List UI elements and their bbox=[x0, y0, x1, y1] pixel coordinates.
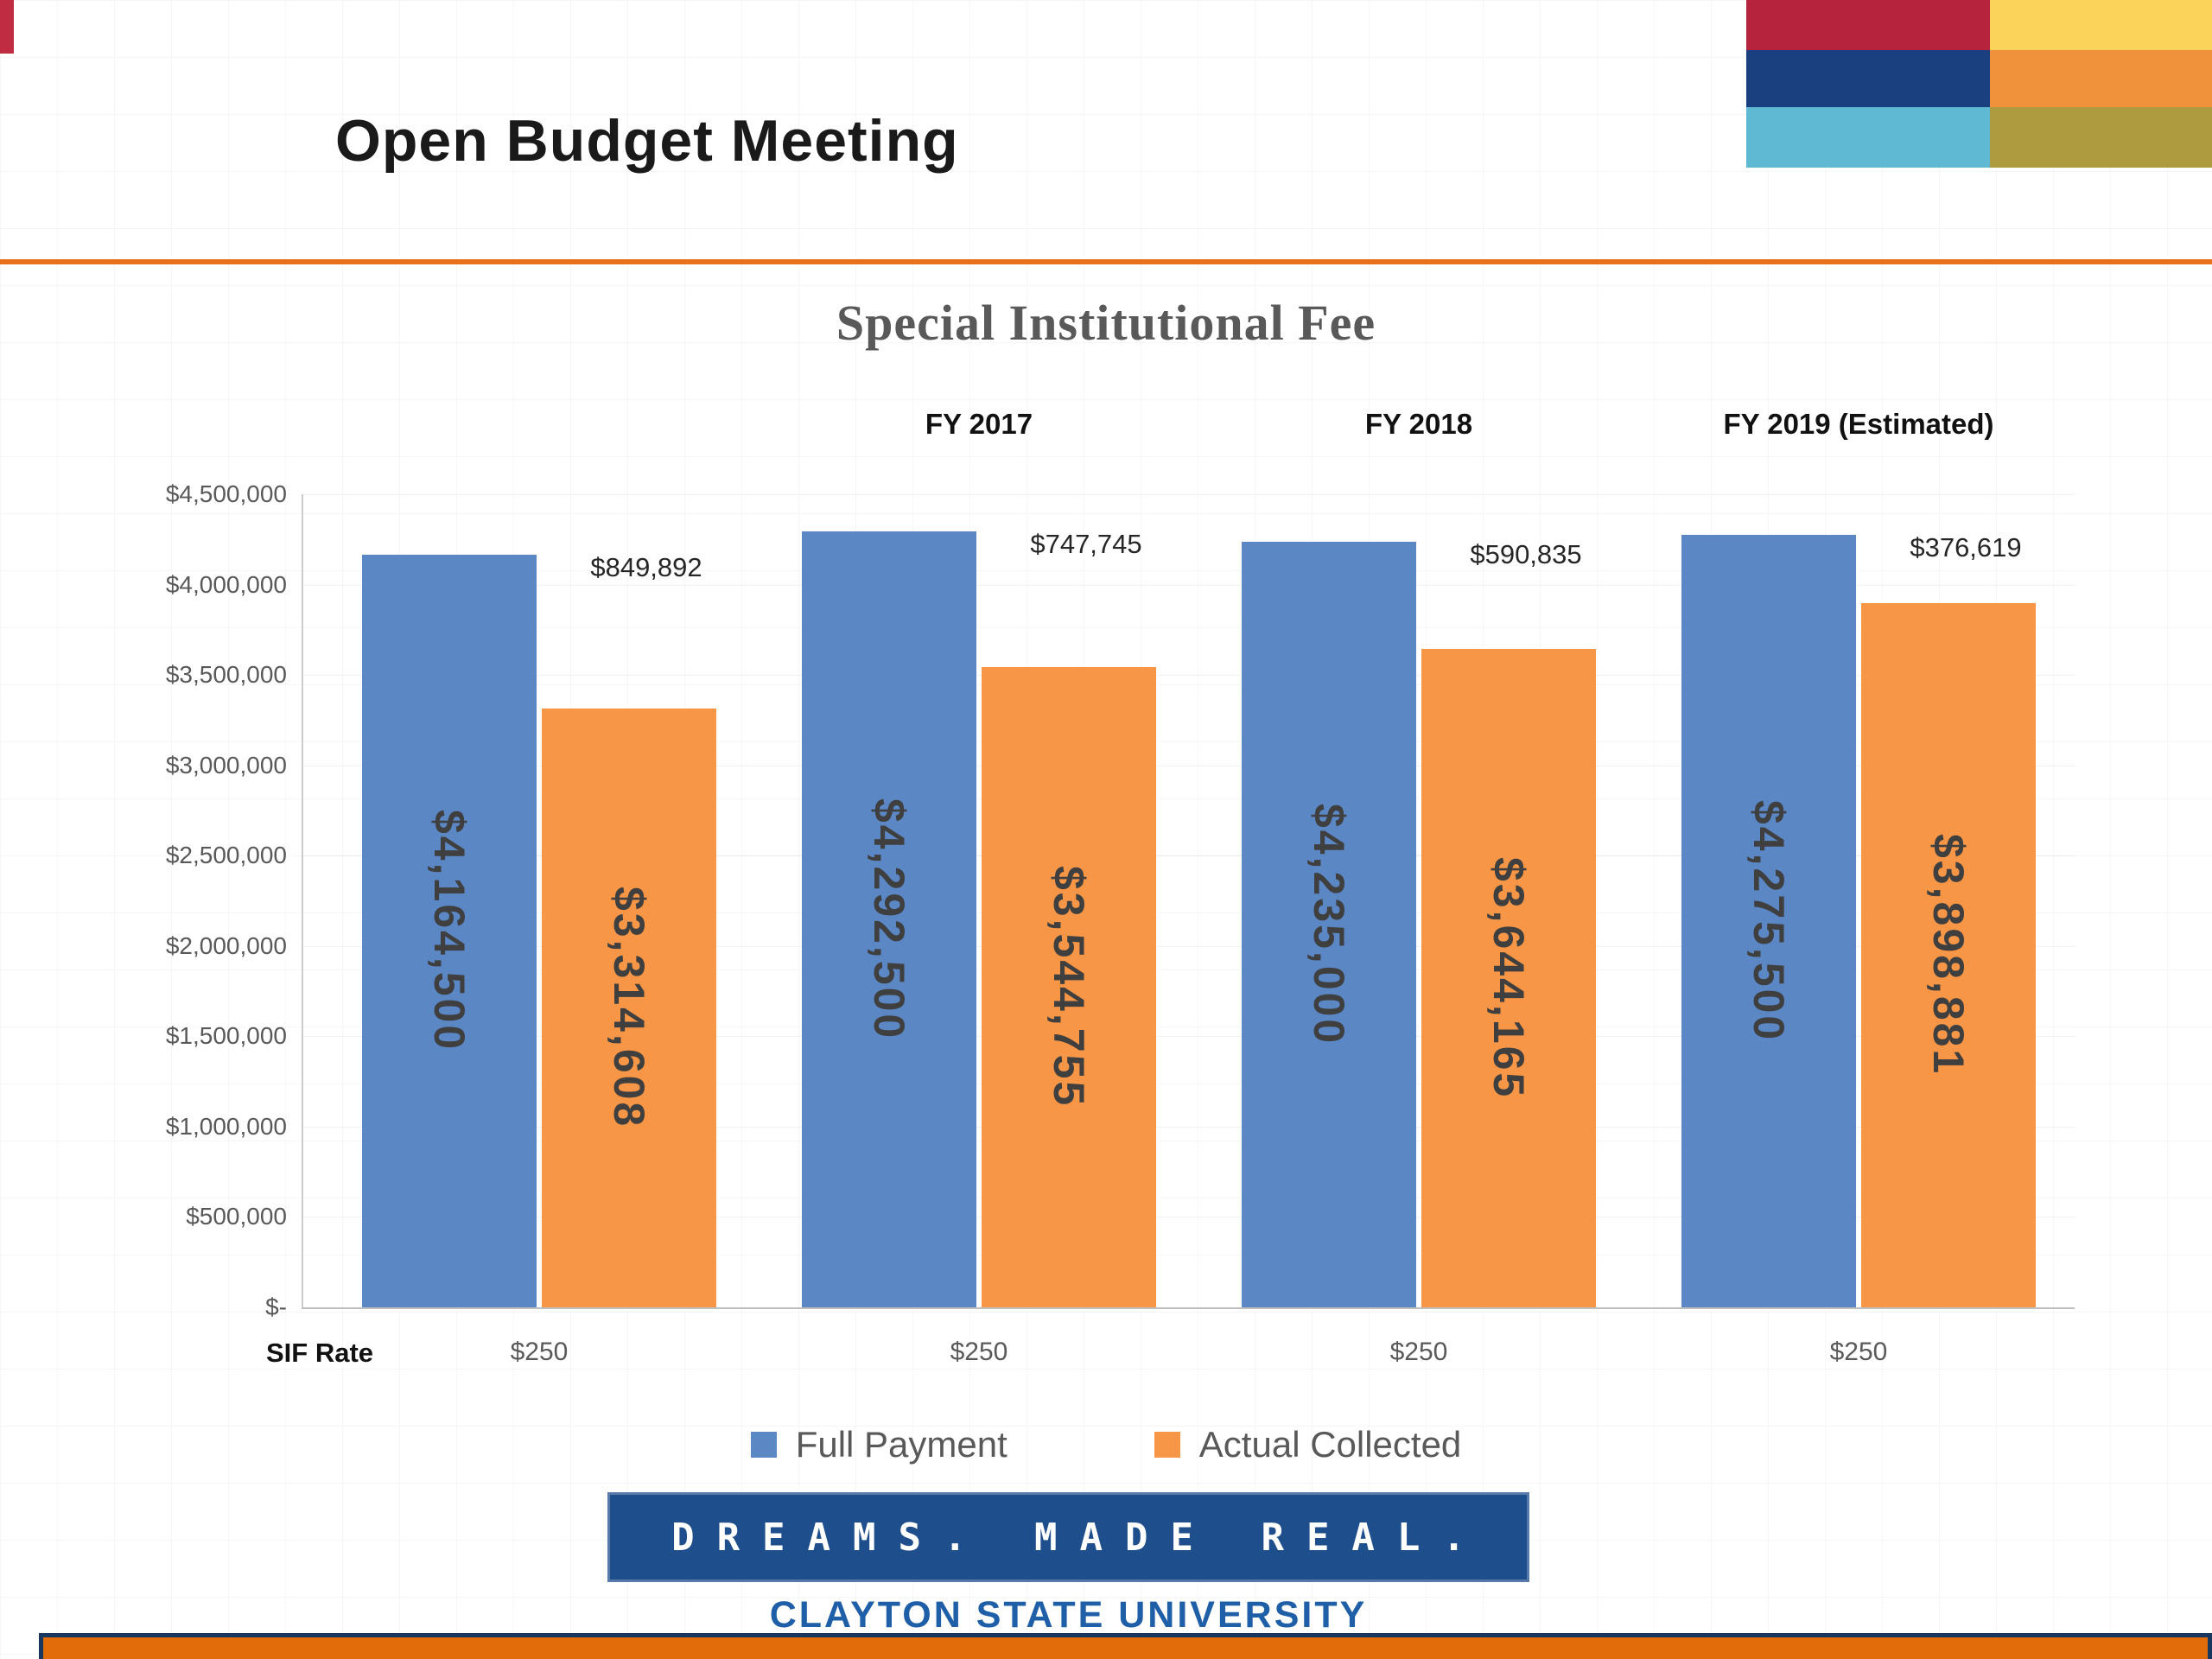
tagline-text: DREAMS. MADE REAL. bbox=[671, 1515, 1488, 1560]
plot-gridline bbox=[302, 945, 2075, 947]
x-axis-tick-label: $250 bbox=[1829, 1338, 1888, 1366]
y-axis-tick-label: $1,500,000 bbox=[165, 1022, 287, 1050]
bar-value-label: $4,275,500 bbox=[1745, 799, 1793, 1043]
x-axis-tick-label: $250 bbox=[950, 1338, 1008, 1366]
university-name: CLAYTON STATE UNIVERSITY bbox=[769, 1594, 1368, 1636]
bar-full-payment: $4,292,500 bbox=[802, 531, 976, 1307]
gap-value-label: $376,619 bbox=[1910, 531, 2022, 563]
group-label: FY 2019 (Estimated) bbox=[1723, 408, 1994, 440]
y-axis-tick-label: $3,000,000 bbox=[165, 751, 287, 779]
gap-value-label: $747,745 bbox=[1030, 529, 1142, 560]
legend-item: Full Payment bbox=[750, 1424, 1007, 1465]
bar-value-label: $3,314,608 bbox=[605, 887, 653, 1129]
gap-value-label: $849,892 bbox=[590, 552, 702, 583]
plot-gridline bbox=[302, 855, 2075, 857]
logo-cell-skyblue bbox=[1746, 107, 1990, 168]
y-axis-tick-label: $2,500,000 bbox=[165, 842, 287, 869]
logo-cell-navy bbox=[1746, 50, 1990, 107]
y-axis-tick-label: $- bbox=[265, 1294, 287, 1320]
y-axis-tick-label: $4,500,000 bbox=[165, 480, 287, 507]
logo-cell-yellow bbox=[1990, 0, 2212, 50]
left-edge-red-mark bbox=[0, 0, 14, 54]
legend-swatch-icon bbox=[1154, 1432, 1180, 1458]
bottom-accent-bar bbox=[39, 1633, 2212, 1659]
x-axis-tick-label: $250 bbox=[510, 1338, 569, 1366]
x-axis-label: SIF Rate bbox=[265, 1338, 374, 1368]
legend-swatch-icon bbox=[750, 1432, 777, 1458]
y-axis-tick-label: $1,000,000 bbox=[165, 1112, 287, 1140]
plot-gridline bbox=[302, 584, 2075, 586]
y-axis-tick-label: $500,000 bbox=[186, 1203, 287, 1230]
x-axis-tick-label: $250 bbox=[1389, 1338, 1448, 1366]
bar-value-label: $3,544,755 bbox=[1045, 866, 1093, 1109]
legend-label: Actual Collected bbox=[1198, 1424, 1462, 1465]
plot-gridline bbox=[302, 1036, 2075, 1038]
bar-actual-collected: $3,898,881 bbox=[1861, 602, 2036, 1307]
bar-value-label: $4,235,000 bbox=[1305, 804, 1353, 1046]
chart-title: Special Institutional Fee bbox=[836, 295, 1376, 351]
plot-gridline bbox=[302, 675, 2075, 677]
legend-label: Full Payment bbox=[795, 1424, 1007, 1465]
bar-value-label: $3,644,165 bbox=[1484, 856, 1533, 1100]
logo-cell-olive bbox=[1990, 107, 2212, 168]
y-axis-tick-label: $2,000,000 bbox=[165, 931, 287, 959]
y-axis-line bbox=[302, 494, 303, 1309]
group-label: FY 2018 bbox=[1364, 408, 1473, 440]
plot-gridline bbox=[302, 1126, 2075, 1128]
bar-full-payment: $4,275,500 bbox=[1681, 534, 1856, 1307]
logo-cell-orange bbox=[1990, 50, 2212, 107]
bar-actual-collected: $3,644,165 bbox=[1421, 648, 1596, 1307]
bar-full-payment: $4,235,000 bbox=[1242, 542, 1416, 1307]
y-axis-tick-label: $3,500,000 bbox=[165, 661, 287, 689]
gap-value-label: $590,835 bbox=[1470, 539, 1582, 570]
slide-title: Open Budget Meeting bbox=[335, 108, 959, 174]
bar-value-label: $4,292,500 bbox=[865, 798, 913, 1041]
bar-full-payment: $4,164,500 bbox=[362, 555, 537, 1307]
bar-actual-collected: $3,314,608 bbox=[542, 708, 716, 1307]
chart-legend: Full Payment Actual Collected bbox=[0, 1424, 2212, 1465]
logo-cell-crimson bbox=[1746, 0, 1990, 50]
bar-value-label: $3,898,881 bbox=[1924, 834, 1973, 1077]
bar-actual-collected: $3,544,755 bbox=[982, 666, 1156, 1307]
bar-value-label: $4,164,500 bbox=[425, 810, 474, 1052]
title-divider bbox=[0, 259, 2212, 264]
university-logo bbox=[1746, 0, 2212, 168]
x-axis-baseline bbox=[302, 1307, 2075, 1309]
plot-gridline bbox=[302, 494, 2075, 495]
tagline-box: DREAMS. MADE REAL. bbox=[607, 1492, 1529, 1582]
legend-item: Actual Collected bbox=[1154, 1424, 1462, 1465]
y-axis-tick-label: $4,000,000 bbox=[165, 570, 287, 598]
group-label: FY 2017 bbox=[925, 408, 1033, 440]
